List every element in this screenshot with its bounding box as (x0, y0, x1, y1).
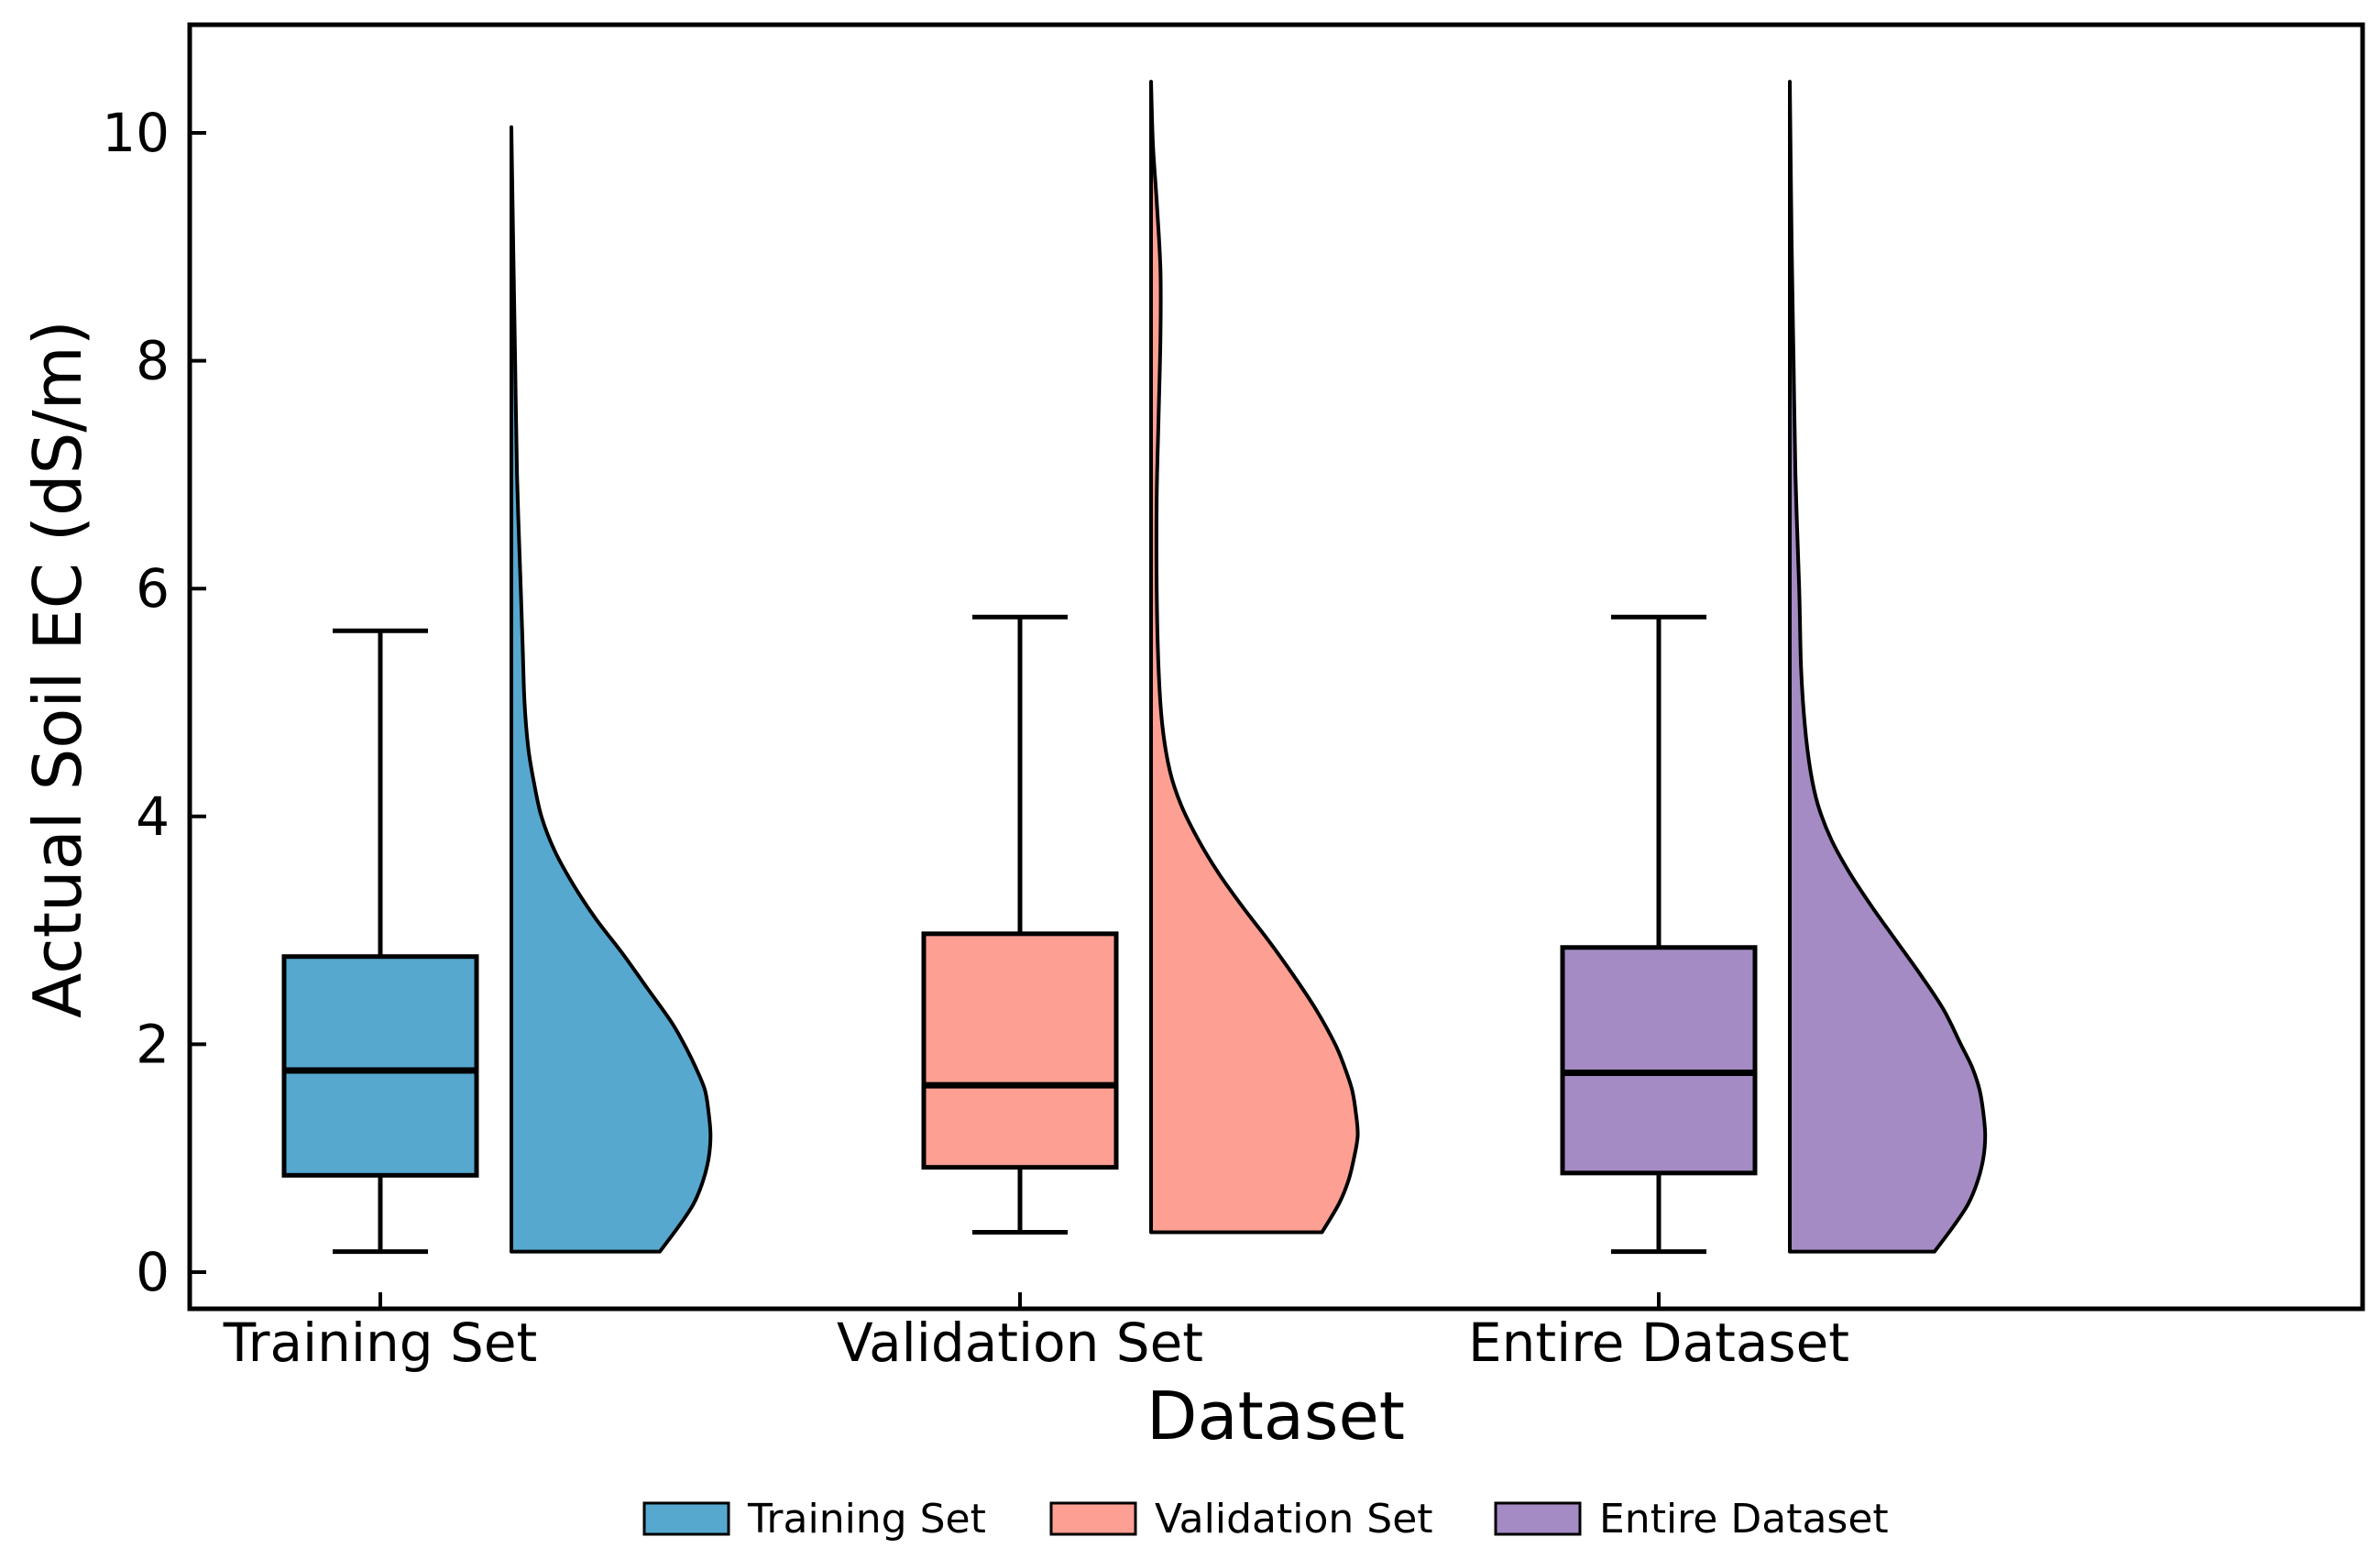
box-iqr (281, 954, 479, 1178)
plot-frame (187, 22, 2365, 1312)
violin-half (510, 125, 713, 1254)
legend: Training Set Validation Set Entire Dataset (642, 1496, 1889, 1543)
y-axis-title: Actual Soil EC (dS/m) (19, 320, 96, 1018)
x-tick-label: Validation Set (837, 1312, 1203, 1374)
series-group (921, 80, 1360, 1235)
x-tick-label: Training Set (223, 1312, 538, 1374)
y-tick-label: 10 (102, 102, 170, 164)
legend-swatch (1049, 1501, 1137, 1536)
series-layer (281, 80, 1988, 1255)
y-tick-label: 2 (136, 1013, 170, 1075)
y-tick-label: 0 (136, 1241, 170, 1303)
x-axis-title: Dataset (1146, 1378, 1405, 1455)
violin-half (1149, 80, 1360, 1235)
violin-half (1788, 80, 1988, 1254)
legend-label: Entire Dataset (1599, 1496, 1889, 1543)
x-tick-label: Entire Dataset (1468, 1312, 1849, 1374)
legend-label: Training Set (747, 1496, 986, 1543)
legend-swatch (642, 1501, 730, 1536)
series-group (281, 125, 713, 1255)
y-axis: 0 2 4 6 8 10 (102, 102, 206, 1303)
series-group (1560, 80, 1988, 1255)
box-iqr (1560, 945, 1758, 1176)
y-tick-label: 8 (136, 330, 170, 392)
legend-swatch (1494, 1501, 1582, 1536)
box-iqr (921, 931, 1119, 1170)
y-tick-label: 6 (136, 557, 170, 620)
legend-label: Validation Set (1155, 1496, 1433, 1543)
x-axis: Training Set Validation Set Entire Dataset (223, 1292, 1849, 1374)
y-tick-label: 4 (136, 785, 170, 848)
